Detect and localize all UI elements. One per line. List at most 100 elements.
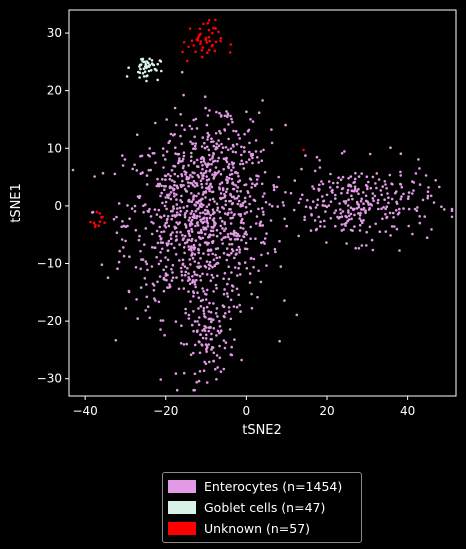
scatter-point <box>349 185 353 188</box>
scatter-point <box>230 169 233 172</box>
scatter-point <box>151 152 155 155</box>
scatter-point <box>340 191 343 195</box>
scatter-point <box>207 210 210 214</box>
scatter-point <box>223 315 226 319</box>
scatter-point <box>193 372 197 376</box>
scatter-point <box>248 150 251 154</box>
scatter-point <box>208 153 211 157</box>
scatter-point <box>202 312 206 315</box>
scatter-point <box>149 168 152 172</box>
scatter-point <box>222 236 225 239</box>
scatter-point <box>214 132 218 135</box>
scatter-point <box>391 211 395 215</box>
scatter-point <box>156 241 160 245</box>
scatter-point <box>101 215 104 219</box>
scatter-point <box>377 178 381 181</box>
scatter-point <box>251 156 254 160</box>
scatter-point <box>209 213 212 217</box>
scatter-point <box>211 276 215 279</box>
scatter-point <box>283 299 286 302</box>
scatter-point <box>174 226 178 230</box>
scatter-point <box>198 203 202 206</box>
scatter-point <box>146 268 149 272</box>
scatter-point <box>158 182 162 186</box>
scatter-point <box>385 215 389 219</box>
scatter-point <box>206 222 210 225</box>
scatter-point <box>144 203 147 206</box>
scatter-point <box>368 206 372 210</box>
scatter-point <box>227 277 231 281</box>
scatter-point <box>347 177 350 180</box>
scatter-point <box>195 165 199 168</box>
scatter-point <box>243 212 247 215</box>
scatter-point <box>193 260 197 263</box>
scatter-point <box>148 154 151 158</box>
scatter-point <box>381 217 384 221</box>
scatter-point <box>219 196 222 200</box>
scatter-point <box>202 22 205 26</box>
scatter-point <box>235 305 239 309</box>
scatter-point <box>216 261 220 265</box>
scatter-point <box>192 216 196 219</box>
scatter-point <box>216 329 220 333</box>
scatter-point <box>212 302 215 305</box>
scatter-point <box>205 350 208 353</box>
scatter-point <box>183 251 186 255</box>
scatter-point <box>336 181 339 185</box>
scatter-point <box>159 378 162 381</box>
scatter-point <box>183 128 186 131</box>
scatter-point <box>235 234 238 238</box>
scatter-point <box>201 272 204 276</box>
scatter-point <box>242 221 245 225</box>
scatter-point <box>205 326 208 329</box>
scatter-point <box>255 174 258 177</box>
scatter-point <box>187 272 190 275</box>
scatter-point <box>418 167 421 170</box>
scatter-point <box>192 147 195 150</box>
scatter-point <box>223 346 227 350</box>
scatter-point <box>374 222 378 226</box>
scatter-point <box>347 211 350 214</box>
scatter-point <box>205 273 209 276</box>
scatter-point <box>279 265 283 268</box>
scatter-point <box>255 178 259 181</box>
scatter-point <box>400 195 403 198</box>
scatter-point <box>340 223 344 226</box>
scatter-point <box>228 51 232 54</box>
scatter-point <box>201 46 205 49</box>
scatter-point <box>367 203 371 206</box>
scatter-point <box>192 198 195 201</box>
scatter-point <box>323 225 326 228</box>
scatter-point <box>202 190 206 194</box>
scatter-point <box>243 183 246 187</box>
scatter-point <box>160 69 163 73</box>
scatter-point <box>407 207 411 211</box>
scatter-point <box>192 246 195 250</box>
scatter-point <box>217 144 221 147</box>
scatter-point <box>321 195 324 198</box>
scatter-point <box>147 61 150 65</box>
scatter-point <box>205 345 209 349</box>
scatter-point <box>128 217 131 220</box>
scatter-point <box>214 283 218 287</box>
scatter-point <box>423 215 427 218</box>
scatter-point <box>196 184 199 187</box>
scatter-point <box>207 19 211 22</box>
scatter-point <box>160 230 163 234</box>
scatter-point <box>197 261 200 265</box>
scatter-point <box>214 247 218 251</box>
scatter-point <box>203 360 206 364</box>
scatter-point <box>202 369 206 373</box>
scatter-point <box>432 201 436 204</box>
scatter-point <box>215 287 218 290</box>
scatter-point <box>187 229 190 233</box>
scatter-point <box>190 127 194 131</box>
scatter-point <box>215 228 219 232</box>
scatter-point <box>213 49 217 53</box>
scatter-point <box>179 113 182 116</box>
scatter-point <box>237 245 241 249</box>
scatter-point <box>222 168 225 171</box>
scatter-point <box>123 158 127 161</box>
scatter-point <box>219 39 222 43</box>
scatter-point <box>208 187 211 191</box>
